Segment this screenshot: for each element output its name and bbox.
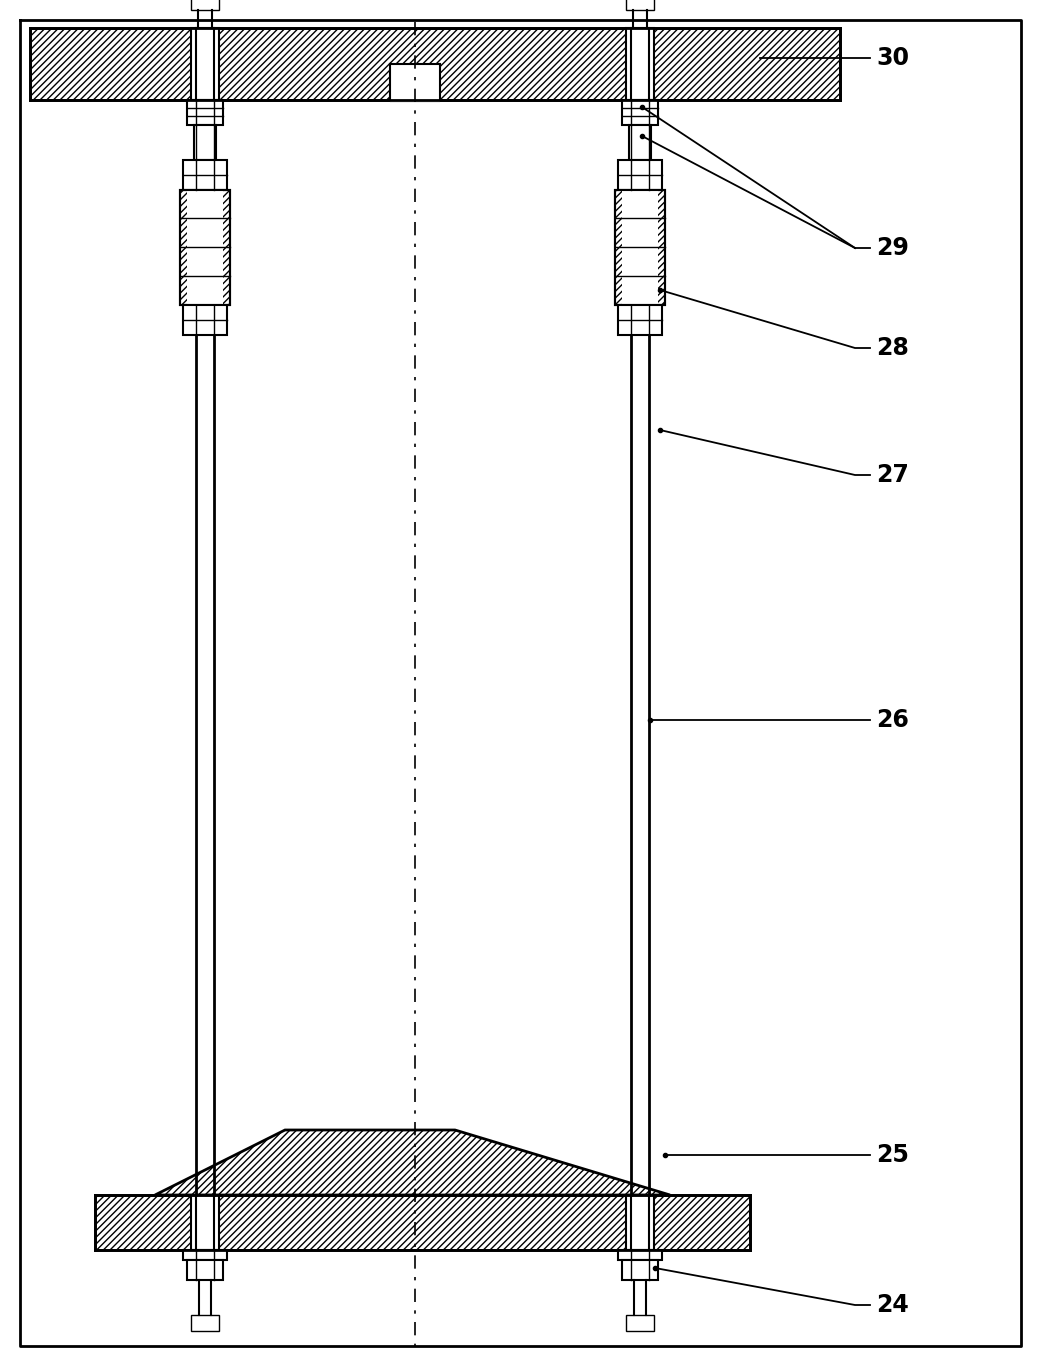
Bar <box>623 1259 658 1280</box>
Bar <box>615 190 665 305</box>
Bar <box>180 190 230 305</box>
Bar <box>187 190 223 305</box>
Bar <box>30 27 840 100</box>
Text: 25: 25 <box>875 1143 909 1167</box>
Text: 29: 29 <box>875 236 909 260</box>
Bar <box>623 190 658 305</box>
Bar <box>626 27 654 100</box>
Bar <box>187 1259 223 1280</box>
Bar <box>183 1250 227 1259</box>
Bar <box>629 126 651 160</box>
Bar <box>187 100 223 126</box>
Text: 27: 27 <box>875 463 909 488</box>
Bar <box>615 190 665 305</box>
Bar <box>180 190 230 305</box>
Bar <box>626 1315 654 1330</box>
Bar <box>191 27 219 100</box>
Bar <box>183 305 227 335</box>
Bar <box>626 0 654 10</box>
Bar <box>95 1195 750 1250</box>
Bar <box>191 1315 219 1330</box>
Bar <box>191 0 219 10</box>
Bar <box>183 160 227 190</box>
Bar <box>390 64 440 102</box>
Bar <box>626 1195 654 1250</box>
Text: 24: 24 <box>875 1294 909 1317</box>
Text: 30: 30 <box>875 46 909 70</box>
Bar <box>194 126 215 160</box>
Text: 26: 26 <box>875 708 909 732</box>
Bar <box>191 1195 219 1250</box>
Bar <box>623 100 658 126</box>
Bar <box>618 305 662 335</box>
Text: 28: 28 <box>875 336 909 361</box>
Bar <box>618 1250 662 1259</box>
Bar <box>618 160 662 190</box>
